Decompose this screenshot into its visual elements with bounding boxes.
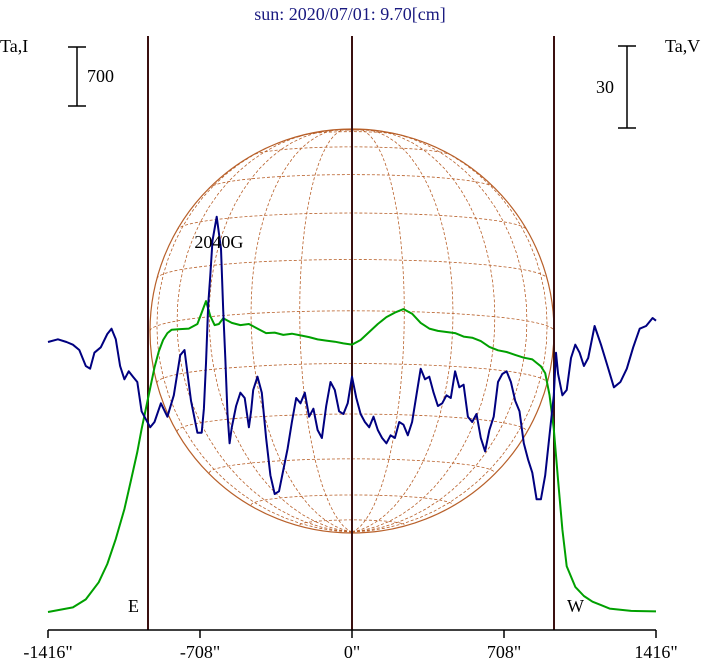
chart-title: sun: 2020/07/01: 9.70[cm] — [254, 4, 446, 24]
east-label: E — [128, 596, 139, 616]
x-tick-label: 0" — [344, 642, 360, 662]
polarization-curve — [47, 215, 657, 501]
longitude-line — [351, 129, 496, 533]
x-tick-label: -1416" — [23, 642, 72, 662]
right-scale-bar — [618, 45, 636, 129]
longitude-line — [208, 129, 353, 533]
left-scale-bar — [68, 46, 86, 107]
intensity-curve — [47, 300, 657, 613]
west-label: W — [567, 596, 584, 616]
latitude-line — [156, 259, 548, 280]
longitude-line — [351, 128, 454, 533]
x-tick-label: 1416" — [634, 642, 677, 662]
latitude-line — [156, 363, 548, 384]
right-axis-label: Ta,V — [665, 36, 700, 56]
longitude-line — [351, 129, 528, 533]
longitude-line — [299, 128, 353, 533]
longitude-line — [176, 129, 353, 533]
x-ticks: -1416" -708" 0" 708" 1416" — [23, 630, 678, 662]
longitude-line — [250, 128, 353, 533]
right-scale-value: 30 — [596, 77, 614, 97]
left-scale-value: 700 — [87, 66, 114, 86]
longitude-line — [351, 128, 405, 533]
x-tick-label: 708" — [487, 642, 521, 662]
left-axis-label: Ta,I — [0, 36, 28, 56]
longitude-line — [351, 129, 548, 533]
longitude-line — [156, 129, 353, 533]
x-tick-label: -708" — [180, 642, 220, 662]
field-strength-annotation: 2040G — [194, 232, 243, 252]
